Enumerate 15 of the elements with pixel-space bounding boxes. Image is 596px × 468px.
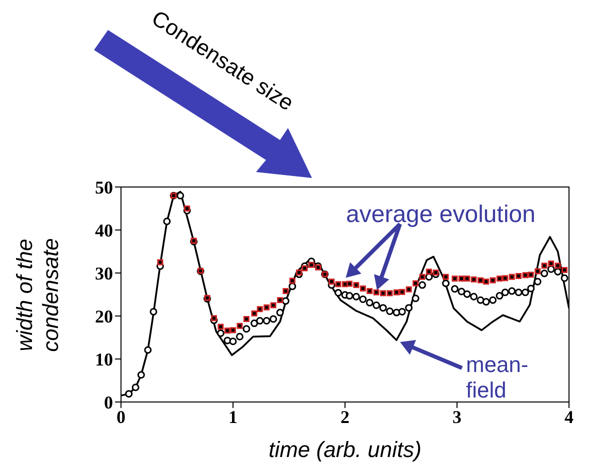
x-tick-label: 1 (228, 406, 238, 427)
x-tick-label: 4 (564, 406, 574, 427)
y-tick-label: 20 (95, 306, 113, 326)
x-tick-label: 0 (116, 406, 126, 427)
x-axis-title: time (arb. units) (268, 437, 422, 462)
y-tick-label: 10 (95, 349, 113, 370)
y-axis-title: width of the condensate (12, 237, 64, 354)
annotation: average evolution (346, 201, 536, 228)
annotation: mean-field (466, 352, 528, 402)
x-tick-label: 2 (340, 406, 350, 427)
y-tick-label: 30 (95, 263, 113, 284)
y-tick-label: 50 (95, 177, 113, 198)
y-tick-label: 0 (104, 392, 113, 412)
x-tick-label: 3 (452, 406, 462, 427)
y-tick-label: 40 (95, 220, 113, 240)
